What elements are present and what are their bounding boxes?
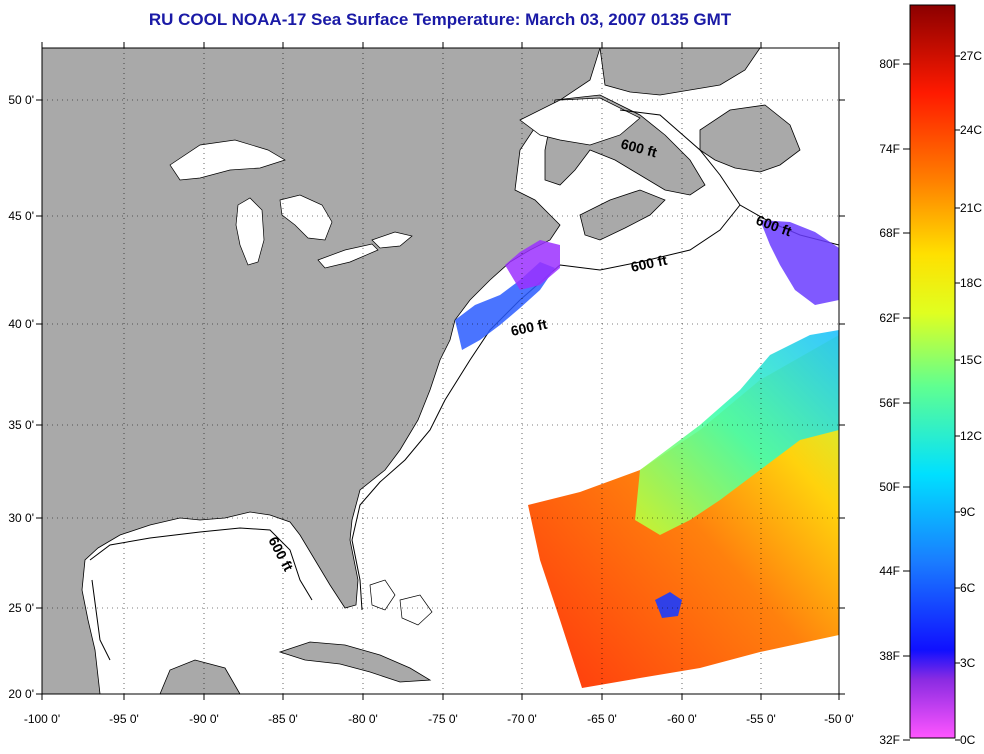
lon-tick-label: -80 0' (348, 712, 378, 726)
colorbar-f-label: 50F (879, 480, 900, 494)
lon-tick-label: -65 0' (587, 712, 617, 726)
sst-grand-banks-cold (760, 220, 839, 305)
latitude-axis: 50 0' 45 0' 40 0' 35 0' 30 0' 25 0' 20 0' (8, 93, 845, 701)
lake-huron (279, 194, 333, 241)
colorbar-c-label: 27C (960, 49, 982, 63)
newfoundland-land (699, 104, 801, 173)
map-title: RU COOL NOAA-17 Sea Surface Temperature:… (148, 10, 732, 29)
lat-tick-label: 50 0' (8, 93, 34, 107)
sst-blue-eddy (655, 592, 682, 618)
colorbar-f-label: 38F (879, 649, 900, 663)
lon-tick-label: -95 0' (109, 712, 139, 726)
colorbar-c-label: 15C (960, 353, 982, 367)
lat-tick-label: 40 0' (8, 317, 34, 331)
colorbar-f-label: 44F (879, 564, 900, 578)
isobath-label: 600 ft (509, 316, 548, 339)
lat-tick-label: 20 0' (8, 687, 34, 701)
colorbar (909, 4, 956, 739)
colorbar-c-label: 24C (960, 123, 982, 137)
sst-cool-swath (635, 330, 839, 535)
lake-michigan (235, 197, 265, 266)
lat-tick-label: 25 0' (8, 601, 34, 615)
colorbar-c-label: 18C (960, 276, 982, 290)
longitude-axis: -100 0' -95 0' -90 0' -85 0' -80 0' -75 0' -70… (24, 42, 854, 726)
lat-tick-label: 35 0' (8, 418, 34, 432)
lon-tick-label: -70 0' (507, 712, 537, 726)
colorbar-f-label: 74F (879, 142, 900, 156)
colorbar-c-label: 9C (960, 505, 976, 519)
yucatan-land (159, 659, 241, 694)
colorbar-c-label: 21C (960, 201, 982, 215)
colorbar-f-label: 68F (879, 226, 900, 240)
labrador-land (599, 48, 761, 96)
cuba-land (278, 641, 432, 683)
lon-tick-label: -100 0' (24, 712, 60, 726)
sst-gulf-of-maine-cold (505, 240, 560, 290)
lon-tick-label: -75 0' (428, 712, 458, 726)
lon-tick-label: -55 0' (746, 712, 776, 726)
nova-scotia-land (579, 189, 666, 241)
colorbar-f-label: 80F (879, 57, 900, 71)
lat-tick-label: 30 0' (8, 511, 34, 525)
st-lawrence-gulf (519, 97, 641, 146)
colorbar-c-label: 12C (960, 429, 982, 443)
colorbar-ticks: 80F 74F 68F 62F 56F 50F 44F 38F 32F 27C 24C 21C 18C 1… (879, 49, 982, 747)
lon-tick-label: -50 0' (824, 712, 854, 726)
colorbar-c-label: 3C (960, 656, 976, 670)
lat-tick-label: 45 0' (8, 209, 34, 223)
lake-ontario (371, 231, 413, 249)
isobath-label: 600 ft (629, 252, 668, 275)
colorbar-f-label: 56F (879, 396, 900, 410)
lon-tick-label: -60 0' (667, 712, 697, 726)
north-america-land (42, 48, 601, 694)
lake-erie (317, 243, 379, 269)
colorbar-f-label: 32F (879, 733, 900, 747)
colorbar-c-label: 0C (960, 733, 976, 747)
lon-tick-label: -90 0' (189, 712, 219, 726)
bahamas-outline (369, 579, 433, 626)
colorbar-c-label: 6C (960, 581, 976, 595)
lon-tick-label: -85 0' (268, 712, 298, 726)
isobath-600ft-gulf (89, 527, 313, 661)
lake-superior (169, 139, 286, 181)
colorbar-f-label: 62F (879, 311, 900, 325)
